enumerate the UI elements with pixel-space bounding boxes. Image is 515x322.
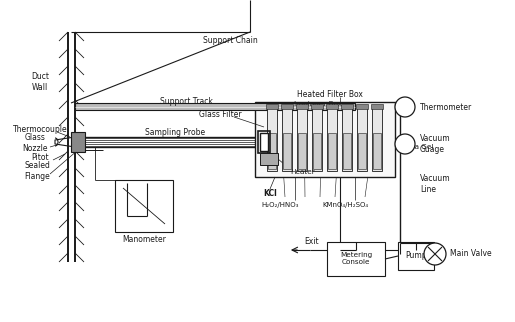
Bar <box>268 133 276 169</box>
Text: KCl: KCl <box>263 188 277 197</box>
Bar <box>358 133 366 169</box>
Bar <box>373 133 381 169</box>
Text: KMnO₄/H₂SO₄: KMnO₄/H₂SO₄ <box>322 202 368 208</box>
Text: T: T <box>403 102 407 111</box>
Bar <box>298 133 306 169</box>
Text: Duct
Wall: Duct Wall <box>31 72 49 92</box>
Text: Glass
Nozzle: Glass Nozzle <box>22 133 48 153</box>
Bar <box>267 106 277 171</box>
Text: Support Track: Support Track <box>160 97 213 106</box>
Text: Main Valve: Main Valve <box>450 250 492 259</box>
Bar <box>372 106 382 171</box>
Bar <box>313 133 321 169</box>
Bar <box>255 102 395 177</box>
Bar <box>282 106 292 171</box>
Bar <box>297 106 307 171</box>
Bar <box>296 104 308 109</box>
Text: Support Chain: Support Chain <box>202 35 258 44</box>
Bar <box>357 106 367 171</box>
Text: V: V <box>402 139 408 148</box>
Text: Heater: Heater <box>290 169 315 175</box>
Text: Vacuum
Guage: Vacuum Guage <box>420 134 451 154</box>
Text: Silica Gel: Silica Gel <box>400 144 434 150</box>
Text: Pitot: Pitot <box>31 153 49 162</box>
Bar <box>327 106 337 171</box>
Text: Metering
Console: Metering Console <box>340 252 372 266</box>
Bar <box>342 106 352 171</box>
Bar <box>311 104 323 109</box>
Bar <box>343 133 351 169</box>
Text: Heated Filter Box: Heated Filter Box <box>297 90 363 99</box>
Bar <box>356 104 368 109</box>
Text: Glass Filter: Glass Filter <box>199 109 242 118</box>
Text: Vacuum
Line: Vacuum Line <box>420 174 451 194</box>
Text: H₂O₂/HNO₃: H₂O₂/HNO₃ <box>261 202 299 208</box>
Bar <box>266 104 278 109</box>
Bar <box>341 104 353 109</box>
Text: Sealed
Flange: Sealed Flange <box>24 161 50 181</box>
Text: Impinger Box: Impinger Box <box>294 101 342 107</box>
Bar <box>371 104 383 109</box>
Text: Sampling Probe: Sampling Probe <box>145 128 205 137</box>
Bar <box>75 103 355 110</box>
Text: Thermometer: Thermometer <box>420 102 472 111</box>
Bar <box>398 242 434 270</box>
Bar <box>283 133 291 169</box>
Bar <box>258 131 270 153</box>
Bar <box>260 153 278 165</box>
Circle shape <box>395 134 415 154</box>
Bar <box>71 132 85 152</box>
Text: Exit: Exit <box>305 236 319 245</box>
Circle shape <box>424 243 446 265</box>
Text: Thermocouple: Thermocouple <box>13 125 67 134</box>
Bar <box>281 104 293 109</box>
Bar <box>115 180 173 232</box>
Bar <box>260 133 268 151</box>
Bar <box>327 242 385 276</box>
Text: Pump: Pump <box>405 251 427 260</box>
Bar <box>312 106 322 171</box>
Bar <box>328 133 336 169</box>
Text: Manometer: Manometer <box>122 234 166 243</box>
Bar <box>326 104 338 109</box>
Circle shape <box>395 97 415 117</box>
